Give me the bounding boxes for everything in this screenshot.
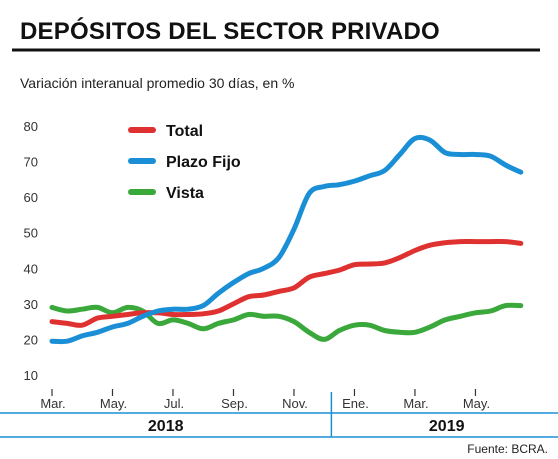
y-tick-label: 70 [24,155,38,170]
y-axis-ticks: 10 20 30 40 50 60 70 80 [24,119,38,383]
legend: Total Plazo Fijo Vista [128,123,241,202]
x-tick-label: May. [100,396,127,411]
year-label: 2018 [148,418,184,435]
y-tick-label: 60 [24,190,38,205]
y-tick-label: 30 [24,297,38,312]
y-tick-label: 50 [24,226,38,241]
x-tick-label: Nov. [282,396,308,411]
series-line-vista [49,302,524,342]
series-line-total [49,238,524,328]
x-tick-label: Mar. [40,396,65,411]
x-tick-label: Sep. [221,396,248,411]
series-lines [49,134,524,345]
y-tick-label: 80 [24,119,38,134]
chart-title: DEPÓSITOS DEL SECTOR PRIVADO [20,18,440,45]
y-tick-label: 20 [24,332,38,347]
chart-subtitle: Variación interanual promedio 30 días, e… [20,75,295,91]
x-tick-label: Jul. [164,396,184,411]
series-line-plazo-fijo [49,134,524,345]
source-note: Fuente: BCRA. [467,442,548,456]
year-label: 2019 [429,418,465,435]
x-tick-label: May. [463,396,490,411]
x-axis: Mar. May. Jul. Sep. Nov. Ene. Mar. May. 2018 2019 [0,389,558,438]
legend-label: Vista [166,185,204,202]
legend-label: Plazo Fijo [166,154,241,171]
x-tick-label: Mar. [403,396,428,411]
y-tick-label: 40 [24,261,38,276]
x-tick-label: Ene. [342,396,369,411]
y-tick-label: 10 [24,368,38,383]
legend-label: Total [166,123,203,140]
